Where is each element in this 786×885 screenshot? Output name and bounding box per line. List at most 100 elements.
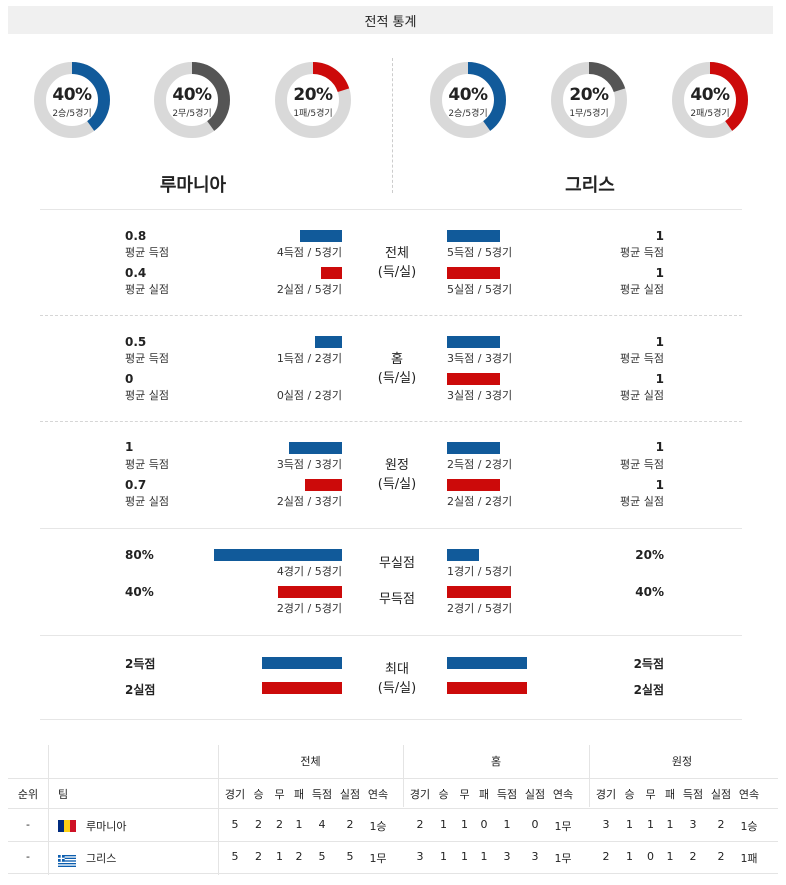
table-cell: 1 bbox=[461, 850, 468, 863]
table-cell: 1 bbox=[461, 818, 468, 831]
table-cell: 5 bbox=[231, 818, 239, 831]
donut-caption: 1무/5경기 bbox=[569, 109, 609, 119]
away-gf-caption: 3득점 / 3경기 bbox=[447, 352, 513, 365]
home-max-gf: 2득점 bbox=[125, 657, 156, 671]
table-cell: 3 bbox=[416, 850, 424, 863]
away-clean-sheet-bar bbox=[447, 549, 479, 561]
col-header: 패 bbox=[293, 788, 305, 801]
page-title: 전적 통계 bbox=[364, 14, 417, 30]
table-cell: 4 bbox=[318, 818, 326, 831]
table-cell: 1패 bbox=[740, 852, 758, 865]
col-header: 경기 bbox=[409, 788, 431, 801]
home-fail-score-caption: 2경기 / 5경기 bbox=[276, 602, 342, 615]
away-ga-caption: 5실점 / 5경기 bbox=[447, 283, 513, 296]
table-cell: 0 bbox=[531, 818, 539, 831]
donut-ring bbox=[275, 62, 351, 138]
table-cell: 5 bbox=[231, 850, 239, 863]
away-clean-sheet-caption: 1경기 / 5경기 bbox=[447, 565, 513, 578]
donut-caption: 2무/5경기 bbox=[172, 109, 212, 119]
table-cell: 1 bbox=[295, 818, 303, 831]
away-max-ga: 2실점 bbox=[633, 683, 664, 697]
col-header: 경기 bbox=[595, 788, 617, 801]
home-gf-bar bbox=[289, 442, 342, 454]
away-avg-ga: 1 bbox=[655, 372, 664, 386]
table-cell: 2 bbox=[295, 850, 303, 863]
divider bbox=[40, 528, 742, 529]
donut-ring bbox=[551, 62, 627, 138]
home-avg-ga-label: 평균 실점 bbox=[125, 283, 169, 296]
away-avg-ga-label: 평균 실점 bbox=[620, 389, 664, 402]
home-avg-gf-label: 평균 득점 bbox=[125, 246, 169, 259]
home-clean-sheet-caption: 4경기 / 5경기 bbox=[276, 565, 342, 578]
home-max-ga: 2실점 bbox=[125, 683, 156, 697]
table-cell: 1승 bbox=[740, 820, 758, 833]
table-cell: 3 bbox=[689, 818, 697, 831]
col-header: 무 bbox=[459, 788, 470, 801]
donut-percent: 20% bbox=[569, 85, 609, 105]
row-team-name[interactable]: 그리스 bbox=[86, 852, 117, 865]
home-fail-score-pct: 40% bbox=[125, 585, 154, 599]
home-avg-gf: 1 bbox=[125, 440, 134, 454]
group-header-home: 홈 bbox=[490, 755, 502, 768]
table-rule bbox=[8, 873, 778, 874]
col-header-team: 팀 bbox=[58, 788, 69, 801]
donut-caption: 2승/5경기 bbox=[52, 109, 92, 119]
greece-flag-icon bbox=[58, 852, 76, 867]
table-cell: 2 bbox=[717, 818, 725, 831]
col-header: 실점 bbox=[339, 788, 361, 801]
home-avg-ga: 0 bbox=[125, 372, 134, 386]
home-gf-caption: 3득점 / 3경기 bbox=[276, 458, 342, 471]
home-ga-caption: 2실점 / 5경기 bbox=[276, 283, 342, 296]
section-label-line2: (득/실) bbox=[377, 477, 417, 492]
table-cell: 1 bbox=[647, 818, 654, 831]
home-ga-caption: 0실점 / 2경기 bbox=[276, 389, 342, 402]
donut-home-draw: 40% 2무/5경기 bbox=[150, 58, 234, 142]
table-cell: 1무 bbox=[554, 820, 572, 833]
home-gf-caption: 4득점 / 5경기 bbox=[276, 246, 342, 259]
home-avg-ga-label: 평균 실점 bbox=[125, 495, 169, 508]
table-rule bbox=[8, 841, 778, 842]
table-cell: 5 bbox=[346, 850, 354, 863]
home-gf-bar bbox=[300, 230, 342, 242]
home-fail-score-bar bbox=[278, 586, 342, 598]
col-header: 승 bbox=[253, 788, 264, 801]
table-cell: 0 bbox=[647, 850, 654, 863]
col-header: 경기 bbox=[224, 788, 246, 801]
home-ga-caption: 2실점 / 3경기 bbox=[276, 495, 342, 508]
row-team-name[interactable]: 루마니아 bbox=[86, 820, 127, 833]
section-label: 원정 (득/실) bbox=[366, 456, 428, 494]
col-divider bbox=[589, 745, 590, 807]
donut-ring bbox=[430, 62, 506, 138]
donut-percent: 20% bbox=[293, 85, 333, 105]
away-gf-bar bbox=[447, 442, 500, 454]
table-cell: 2 bbox=[346, 818, 354, 831]
donut-caption: 2패/5경기 bbox=[690, 109, 730, 119]
table-cell: 3 bbox=[602, 818, 610, 831]
divider bbox=[40, 315, 742, 316]
col-header: 무 bbox=[645, 788, 656, 801]
col-header: 패 bbox=[478, 788, 490, 801]
donut-caption: 2승/5경기 bbox=[448, 109, 488, 119]
table-cell: 1 bbox=[626, 818, 633, 831]
away-gf-caption: 5득점 / 5경기 bbox=[447, 246, 513, 259]
table-cell: 1 bbox=[626, 850, 633, 863]
col-header: 승 bbox=[438, 788, 449, 801]
home-avg-gf-label: 평균 득점 bbox=[125, 458, 169, 471]
table-cell: 2 bbox=[416, 818, 424, 831]
home-gf-caption: 1득점 / 2경기 bbox=[276, 352, 342, 365]
away-ga-bar bbox=[447, 267, 500, 279]
table-cell: 1 bbox=[666, 850, 674, 863]
home-avg-gf: 0.8 bbox=[125, 229, 147, 243]
donut-percent: 40% bbox=[448, 85, 488, 105]
donut-segment bbox=[275, 62, 351, 138]
col-header: 무 bbox=[274, 788, 285, 801]
away-avg-ga-label: 평균 실점 bbox=[620, 283, 664, 296]
section-label-line2: (득/실) bbox=[377, 265, 417, 280]
romania-flag-icon bbox=[58, 820, 76, 832]
away-ga-caption: 3실점 / 3경기 bbox=[447, 389, 513, 402]
row-rank: - bbox=[26, 818, 30, 831]
table-cell: 1승 bbox=[369, 820, 387, 833]
table-cell: 5 bbox=[318, 850, 326, 863]
home-avg-ga: 0.4 bbox=[125, 266, 147, 280]
away-clean-sheet-pct: 20% bbox=[635, 548, 664, 562]
